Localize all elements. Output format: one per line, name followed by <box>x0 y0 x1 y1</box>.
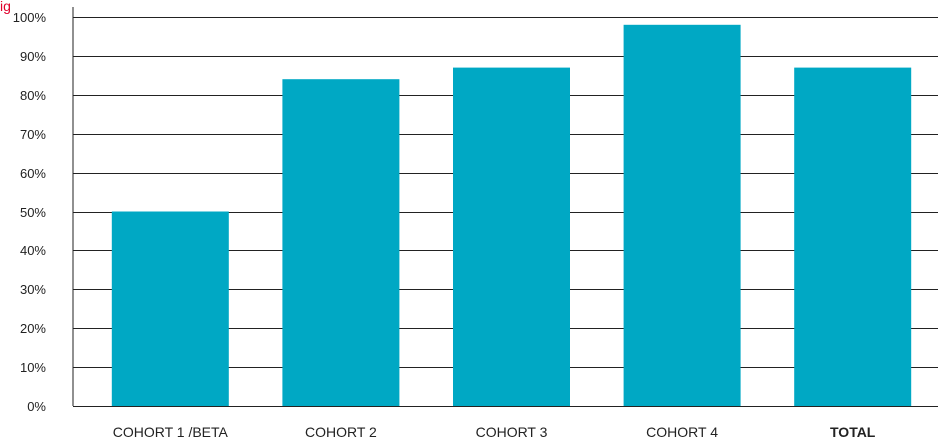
x-category-label: COHORT 2 <box>305 424 377 439</box>
y-tick-label: 20% <box>20 321 46 336</box>
bar-0 <box>111 211 229 406</box>
y-tick-label: 70% <box>20 127 46 142</box>
y-tick-label: 60% <box>20 166 46 181</box>
bar-4 <box>794 67 912 406</box>
bar-1 <box>282 79 400 406</box>
y-tick-label: 50% <box>20 205 46 220</box>
x-axis-labels: COHORT 1 /BETA COHORT 2 COHORT 3 COHORT 4 TO… <box>113 424 876 439</box>
y-tick-label: 100% <box>13 10 47 25</box>
chart-title-fragment: ig <box>0 0 11 14</box>
x-category-label: COHORT 1 /BETA <box>113 424 229 439</box>
x-category-label: TOTAL <box>830 424 876 439</box>
y-tick-label: 90% <box>20 49 46 64</box>
y-tick-label: 0% <box>27 399 46 414</box>
y-tick-label: 10% <box>20 360 46 375</box>
bar-3 <box>623 24 741 407</box>
x-category-label: COHORT 3 <box>476 424 548 439</box>
y-tick-label: 30% <box>20 282 46 297</box>
y-tick-label: 40% <box>20 243 46 258</box>
bars <box>111 24 912 407</box>
y-tick-label: 80% <box>20 88 46 103</box>
y-axis-tick-labels: 0% 10% 20% 30% 40% 50% 60% 70% 80% 90% 100% <box>13 10 47 414</box>
bar-2 <box>453 67 570 406</box>
x-category-label: COHORT 4 <box>646 424 718 439</box>
